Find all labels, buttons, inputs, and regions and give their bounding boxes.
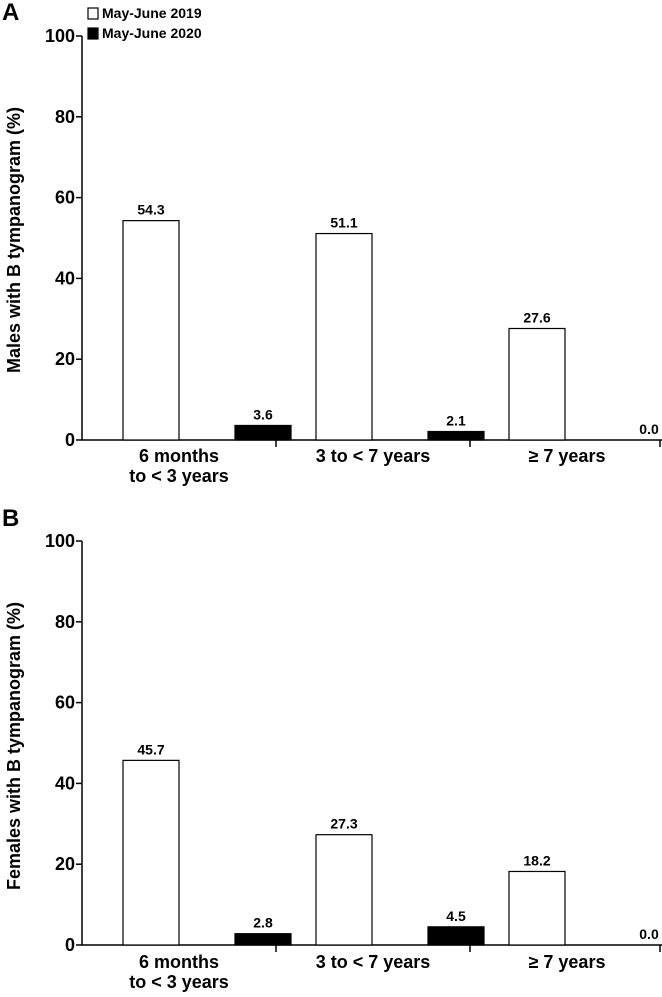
chart-panel-b: B 0 20 40 60 80 100 Females with B tympanogram …: [2, 505, 662, 992]
y-tick-label: 100: [45, 26, 75, 46]
bar-may-june-2019: [508, 327, 566, 441]
x-category-label: to < 3 years: [129, 466, 229, 486]
y-tick-label: 60: [55, 188, 75, 208]
data-label: 0.0: [639, 421, 659, 437]
y-tick-label: 100: [45, 531, 75, 551]
chart-panel-a: A 0 20 40 60 80 100 Males with B tympanogram (%…: [2, 0, 662, 486]
data-label: 18.2: [523, 852, 550, 868]
y-tick-label: 20: [55, 854, 75, 874]
y-tick-label: 20: [55, 349, 75, 369]
x-category-label: 6 months: [139, 446, 219, 466]
bar-may-june-2020: [427, 430, 485, 441]
bar-may-june-2020: [234, 933, 292, 946]
data-label: 27.3: [330, 816, 357, 832]
data-label: 4.5: [446, 908, 466, 924]
bar-may-june-2019: [508, 870, 566, 946]
data-label: 0.0: [639, 926, 659, 942]
data-label: 54.3: [137, 202, 164, 218]
x-category-label: 6 months: [139, 952, 219, 972]
y-tick-label: 80: [55, 612, 75, 632]
y-tick-label: 80: [55, 107, 75, 127]
data-label: 2.8: [253, 915, 273, 931]
bar-may-june-2019: [315, 834, 373, 946]
bar-may-june-2019: [315, 232, 373, 441]
y-tick-label: 0: [65, 430, 75, 450]
x-category-label: 3 to < 7 years: [316, 446, 431, 466]
y-tick-label: 60: [55, 693, 75, 713]
panel-letter: A: [2, 0, 19, 26]
y-tick-label: 40: [55, 773, 75, 793]
legend-label: May-June 2020: [102, 25, 202, 41]
data-label: 3.6: [253, 406, 273, 422]
x-category-label: 3 to < 7 years: [316, 952, 431, 972]
panel-letter: B: [2, 505, 19, 532]
data-label: 2.1: [446, 413, 466, 429]
bar-may-june-2020: [234, 424, 292, 441]
y-axis-label: Males with B tympanogram (%): [4, 107, 24, 373]
legend-swatch: [87, 7, 99, 20]
bar-may-june-2020: [427, 926, 485, 946]
legend: May-June 2019 May-June 2020: [87, 5, 202, 41]
x-category-label: ≥ 7 years: [529, 952, 606, 972]
data-label: 27.6: [523, 309, 550, 325]
y-tick-label: 40: [55, 268, 75, 288]
x-category-label: ≥ 7 years: [529, 446, 606, 466]
legend-label: May-June 2019: [102, 5, 202, 21]
y-axis-label: Females with B tympanogram (%): [4, 602, 24, 890]
legend-swatch: [87, 27, 99, 40]
bar-may-june-2019: [122, 220, 180, 441]
x-category-label: to < 3 years: [129, 972, 229, 992]
bar-may-june-2019: [122, 759, 180, 946]
data-label: 45.7: [137, 741, 164, 757]
y-tick-label: 0: [65, 935, 75, 955]
data-label: 51.1: [330, 215, 357, 231]
